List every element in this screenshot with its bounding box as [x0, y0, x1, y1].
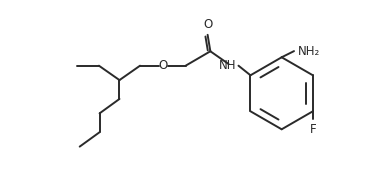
Text: NH₂: NH₂: [298, 45, 320, 58]
Text: F: F: [310, 123, 316, 136]
Text: O: O: [159, 59, 168, 72]
Text: O: O: [203, 18, 212, 31]
Text: NH: NH: [219, 59, 236, 72]
